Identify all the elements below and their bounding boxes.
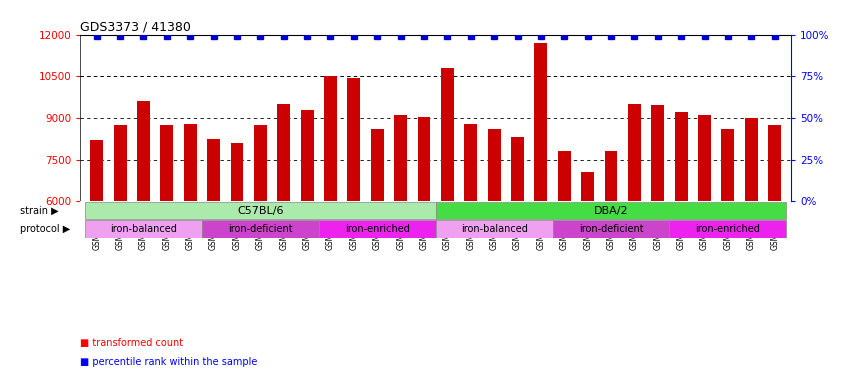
Bar: [418, 117, 431, 368]
Bar: [605, 151, 618, 368]
Bar: [511, 137, 524, 368]
Text: iron-deficient: iron-deficient: [228, 224, 293, 234]
Bar: [91, 140, 103, 368]
Text: iron-deficient: iron-deficient: [579, 224, 643, 234]
Bar: [464, 124, 477, 368]
Bar: [441, 68, 453, 368]
Bar: [436, 220, 552, 238]
Bar: [552, 220, 669, 238]
Text: iron-balanced: iron-balanced: [461, 224, 528, 234]
Bar: [768, 125, 781, 368]
Bar: [675, 113, 688, 368]
Bar: [85, 220, 202, 238]
Bar: [744, 118, 758, 368]
Text: iron-enriched: iron-enriched: [345, 224, 409, 234]
Bar: [535, 43, 547, 368]
Bar: [348, 78, 360, 368]
Bar: [207, 139, 220, 368]
Bar: [80, 201, 791, 257]
Text: DBA/2: DBA/2: [594, 205, 629, 215]
Text: strain ▶: strain ▶: [20, 205, 58, 215]
Bar: [651, 106, 664, 368]
Bar: [113, 125, 127, 368]
Text: GDS3373 / 41380: GDS3373 / 41380: [80, 20, 191, 33]
Bar: [324, 76, 337, 368]
Bar: [669, 220, 786, 238]
Bar: [436, 202, 786, 219]
Bar: [722, 129, 734, 368]
Text: iron-enriched: iron-enriched: [695, 224, 761, 234]
Bar: [184, 124, 196, 368]
Text: ■ percentile rank within the sample: ■ percentile rank within the sample: [80, 357, 258, 367]
Bar: [254, 125, 266, 368]
Text: iron-balanced: iron-balanced: [110, 224, 177, 234]
Bar: [581, 172, 594, 368]
Bar: [231, 143, 244, 368]
Bar: [628, 104, 640, 368]
Bar: [394, 115, 407, 368]
Bar: [85, 202, 436, 219]
Text: protocol ▶: protocol ▶: [20, 224, 70, 234]
Bar: [371, 129, 384, 368]
Bar: [277, 104, 290, 368]
Bar: [487, 129, 501, 368]
Bar: [300, 109, 314, 368]
Bar: [319, 220, 436, 238]
Bar: [137, 101, 150, 368]
Bar: [558, 151, 571, 368]
Bar: [161, 125, 173, 368]
Text: C57BL/6: C57BL/6: [237, 205, 283, 215]
Bar: [202, 220, 319, 238]
Bar: [698, 115, 711, 368]
Text: ■ transformed count: ■ transformed count: [80, 338, 184, 348]
